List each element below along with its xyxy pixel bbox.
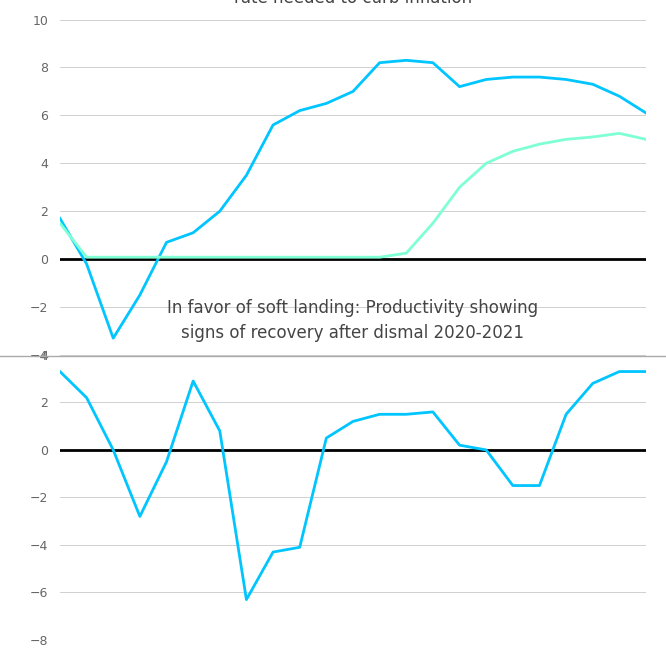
Title: In favor of soft landing: Productivity showing
signs of recovery after dismal 20: In favor of soft landing: Productivity s… <box>167 299 539 342</box>
Title: A hurdle for soft landing: Federal funds rate
has been lower than one measure of: A hurdle for soft landing: Federal funds… <box>171 0 535 7</box>
Legend: Implied market rate, Federal funds rate: Implied market rate, Federal funds rate <box>174 400 531 422</box>
